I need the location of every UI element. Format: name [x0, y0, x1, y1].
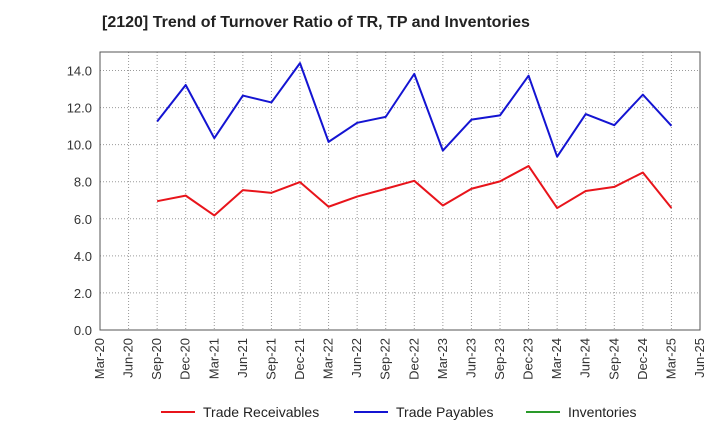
legend-swatch-trade-payables: [354, 411, 388, 413]
line-chart: 0.0 2.0 4.0 6.0 8.0 10.0 12.0 14.0 Mar-20 Jun-20 S…: [67, 51, 707, 380]
x-tick-label: Jun-21: [235, 338, 250, 378]
legend-item-inventories: Inventories: [526, 404, 636, 420]
series-line-trade-payables: [156, 62, 673, 158]
x-tick-label: Jun-23: [463, 338, 478, 378]
y-tick-label: 6.0: [74, 212, 92, 227]
x-tick-label: Sep-22: [378, 338, 393, 380]
x-tick-label: Jun-25: [692, 338, 707, 378]
x-tick-label: Mar-22: [321, 338, 336, 379]
series-line-trade-receivables: [156, 164, 673, 217]
legend-label-trade-payables: Trade Payables: [396, 404, 494, 420]
y-tick-label: 10.0: [67, 138, 92, 153]
legend: Trade Receivables Trade Payables Invento…: [0, 404, 720, 426]
legend-label-inventories: Inventories: [568, 404, 637, 420]
x-tick-label: Mar-24: [549, 338, 564, 379]
y-tick-label: 4.0: [74, 249, 92, 264]
legend-item-trade-payables: Trade Payables: [354, 404, 494, 420]
legend-label-trade-receivables: Trade Receivables: [203, 404, 320, 420]
tick-labels: 0.0 2.0 4.0 6.0 8.0 10.0 12.0 14.0 Mar-20 Jun-20 S…: [67, 64, 707, 380]
x-tick-label: Jun-24: [578, 338, 593, 378]
x-tick-label: Jun-20: [121, 338, 136, 378]
legend-item-trade-receivables: Trade Receivables: [161, 404, 319, 420]
x-tick-label: Mar-23: [435, 338, 450, 379]
plot-area-border: [99, 51, 701, 331]
x-tick-label: Dec-21: [292, 338, 307, 380]
x-tick-label: Dec-23: [521, 338, 536, 380]
x-tick-label: Dec-24: [635, 338, 650, 380]
y-tick-label: 12.0: [67, 101, 92, 116]
y-tick-label: 14.0: [67, 64, 92, 79]
x-tick-label: Jun-22: [349, 338, 364, 378]
y-tick-label: 2.0: [74, 286, 92, 301]
legend-swatch-inventories: [526, 411, 560, 413]
series-lines: [156, 62, 673, 217]
x-tick-label: Sep-24: [606, 338, 621, 380]
axes: [99, 51, 701, 331]
x-tick-label: Sep-21: [263, 338, 278, 380]
x-tick-label: Dec-20: [178, 338, 193, 380]
y-tick-label: 8.0: [74, 175, 92, 190]
chart-title: [2120] Trend of Turnover Ratio of TR, TP…: [102, 14, 530, 31]
x-tick-label: Mar-20: [92, 338, 107, 379]
x-tick-label: Dec-22: [406, 338, 421, 380]
y-tick-label: 0.0: [74, 323, 92, 338]
x-tick-label: Sep-23: [492, 338, 507, 380]
x-tick-label: Mar-21: [206, 338, 221, 379]
x-tick-label: Sep-20: [149, 338, 164, 380]
x-tick-label: Mar-25: [663, 338, 678, 379]
legend-swatch-trade-receivables: [161, 411, 195, 413]
